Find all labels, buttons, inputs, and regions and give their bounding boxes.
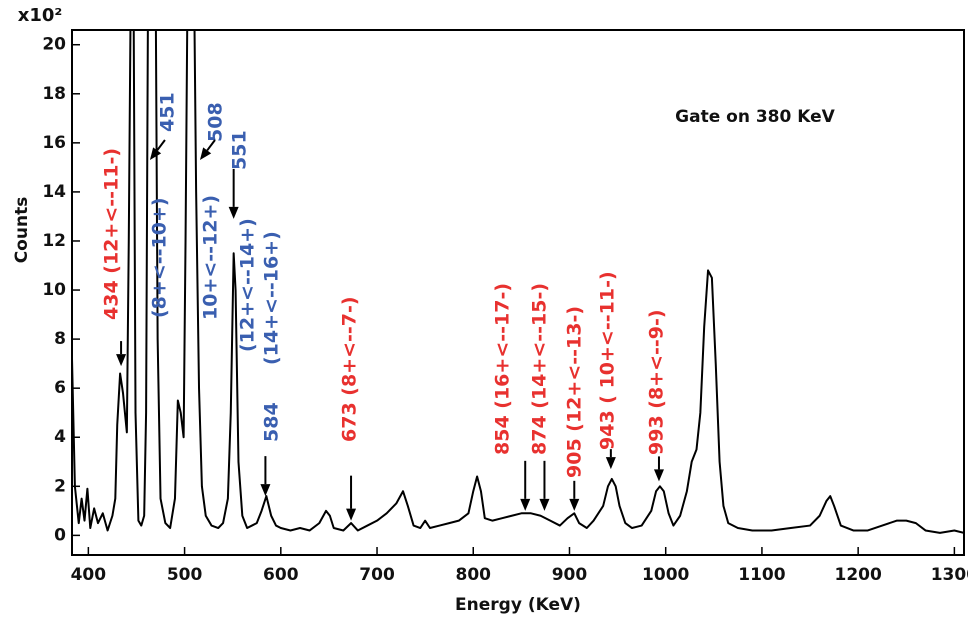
x-tick-label: 600 bbox=[263, 565, 299, 585]
y-tick-label: 18 bbox=[42, 84, 66, 104]
arrow-head bbox=[260, 484, 271, 497]
arrow-head bbox=[605, 457, 616, 470]
x-tick-label: 800 bbox=[456, 565, 492, 585]
peak-label: (12+<--14+) bbox=[237, 218, 259, 352]
y-axis-label: Counts bbox=[12, 197, 32, 264]
x-tick-label: 900 bbox=[552, 565, 588, 585]
arrow-head bbox=[228, 206, 239, 219]
arrow-head bbox=[520, 498, 531, 511]
x-tick-label: 1200 bbox=[834, 565, 881, 585]
arrow-head bbox=[539, 498, 550, 511]
x-tick-label: 500 bbox=[167, 565, 203, 585]
plot-area bbox=[72, 30, 964, 534]
arrow-head bbox=[149, 147, 162, 161]
x-tick-label: 1000 bbox=[642, 565, 689, 585]
peak-label: 854 (16+<--17-) bbox=[492, 283, 514, 455]
y-tick-label: 10 bbox=[42, 280, 66, 300]
peak-label: 993 (8+<--9-) bbox=[646, 309, 668, 455]
y-tick-label: 2 bbox=[54, 476, 66, 496]
arrow-head bbox=[653, 469, 664, 482]
peak-label: (14+<--16+) bbox=[261, 231, 283, 365]
arrow-head bbox=[199, 147, 212, 161]
x-tick-label: 1100 bbox=[738, 565, 785, 585]
y-tick-label: 6 bbox=[54, 378, 66, 398]
y-tick-label: 14 bbox=[42, 182, 66, 202]
peak-label: 943 ( 10+<--11-) bbox=[597, 271, 619, 450]
x-tick-label: 400 bbox=[71, 565, 107, 585]
x-axis-label: Energy (KeV) bbox=[455, 595, 581, 615]
chart-title: Gate on 380 KeV bbox=[675, 107, 836, 127]
peak-label: 905 (12+<--13-) bbox=[564, 306, 586, 478]
y-tick-label: 4 bbox=[54, 427, 66, 447]
spectrum-line bbox=[72, 30, 964, 534]
peak-label: 10+<--12+) bbox=[200, 195, 222, 320]
arrow-head bbox=[346, 508, 357, 521]
peak-label: 451 bbox=[157, 92, 179, 132]
y-multiplier: x10² bbox=[18, 5, 63, 26]
arrow-head bbox=[116, 354, 127, 367]
y-tick-label: 0 bbox=[54, 525, 66, 545]
y-tick-label: 20 bbox=[42, 35, 66, 55]
arrow-head bbox=[569, 498, 580, 511]
peak-label: 434 (12+<--11-) bbox=[101, 148, 123, 320]
x-tick-label: 700 bbox=[359, 565, 395, 585]
peak-label: 584 bbox=[261, 402, 283, 442]
peak-label: 551 bbox=[229, 130, 251, 170]
arrow-shaft bbox=[206, 139, 216, 152]
y-tick-label: 12 bbox=[42, 231, 66, 251]
arrow-shaft bbox=[156, 139, 166, 152]
peak-label: 508 bbox=[205, 102, 227, 142]
peak-label: (8+<--10+) bbox=[149, 197, 171, 318]
peak-label: 673 (8+<--7-) bbox=[339, 296, 361, 442]
y-tick-label: 16 bbox=[42, 133, 66, 153]
peak-label: 874 (14+<--15-) bbox=[529, 283, 551, 455]
plot-frame bbox=[71, 29, 965, 556]
y-tick-label: 8 bbox=[54, 329, 66, 349]
